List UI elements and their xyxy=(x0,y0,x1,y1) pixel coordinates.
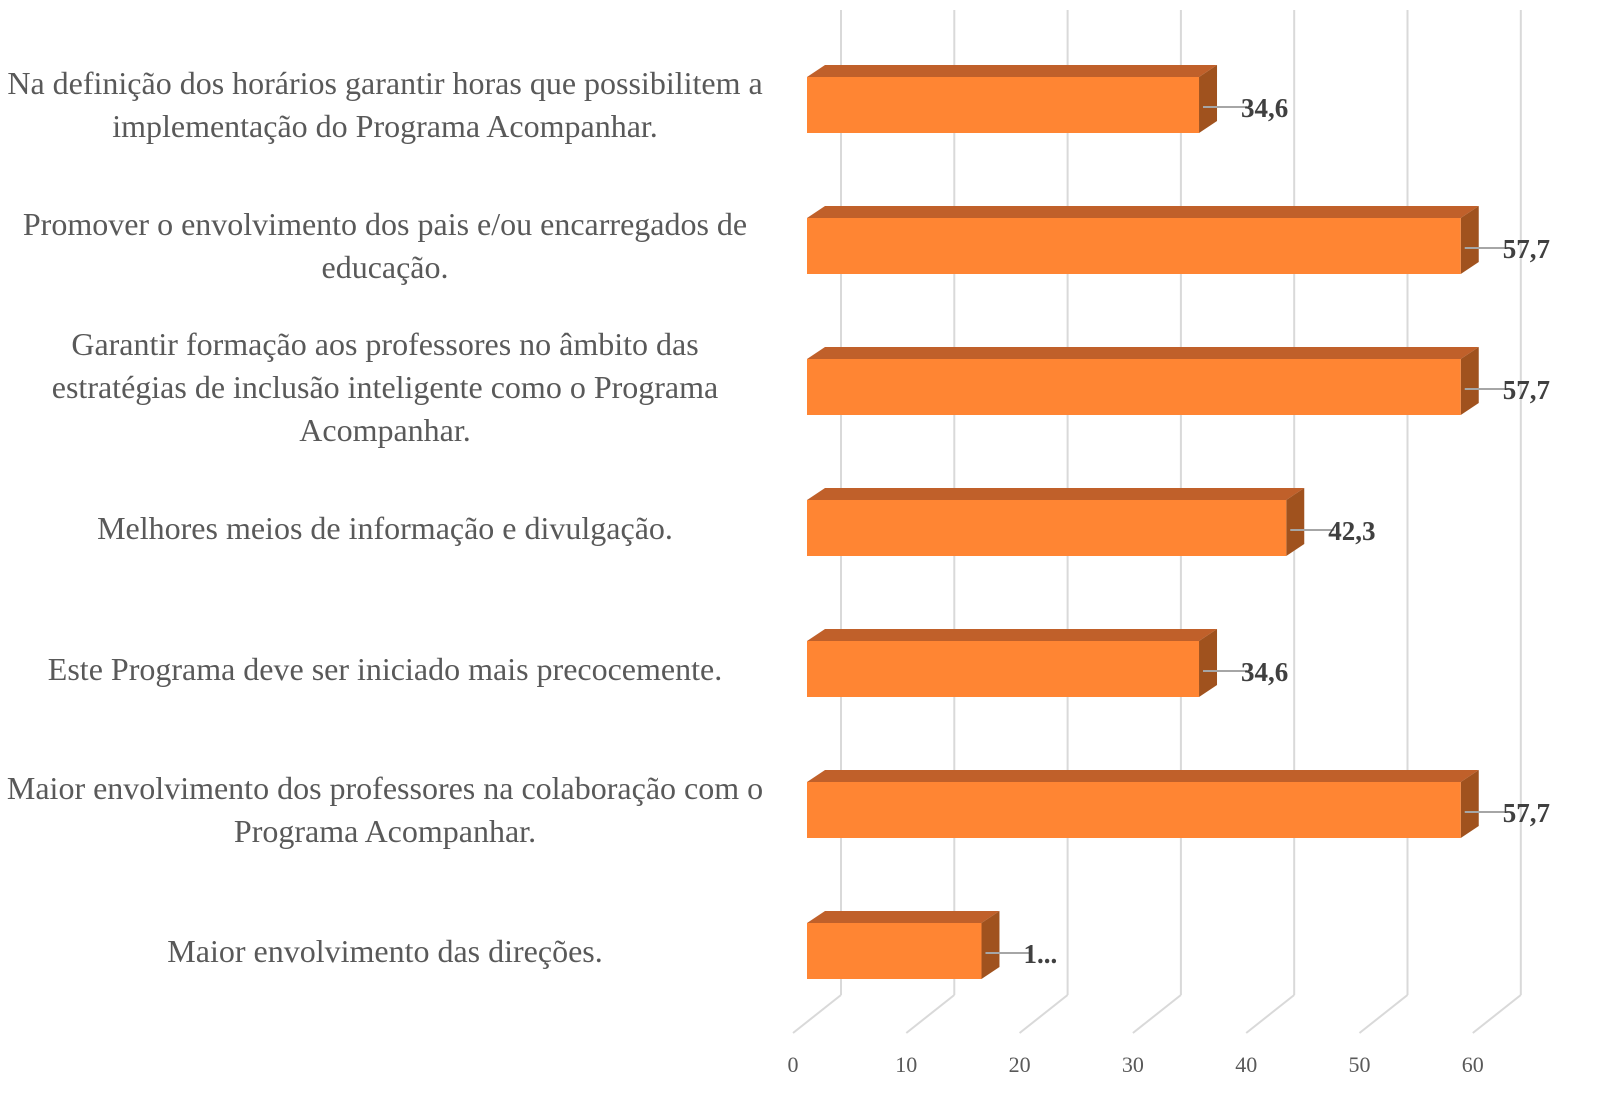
x-tick-label: 40 xyxy=(1235,1052,1257,1077)
x-tick-label: 10 xyxy=(895,1052,917,1077)
bar xyxy=(807,500,1287,556)
floor-line xyxy=(905,994,955,1034)
bar-side xyxy=(1460,770,1479,838)
bar-top xyxy=(807,206,1479,218)
bar-side xyxy=(1460,206,1479,274)
bar-top xyxy=(807,347,1479,359)
x-tick-label: 0 xyxy=(788,1052,799,1077)
x-tick-label: 60 xyxy=(1462,1052,1484,1077)
floor-line xyxy=(1358,994,1409,1034)
x-tick-label: 30 xyxy=(1122,1052,1144,1077)
floor-line xyxy=(1018,994,1069,1034)
category-label: Na definição dos horários garantir horas… xyxy=(7,65,763,144)
bar xyxy=(807,359,1461,415)
bar xyxy=(807,923,982,979)
bar-top xyxy=(807,488,1305,500)
category-label: Garantir formação aos professores no âmb… xyxy=(51,325,719,448)
bar-side xyxy=(1460,347,1479,415)
bar xyxy=(807,641,1200,697)
floor-line xyxy=(792,994,842,1034)
bar-top xyxy=(807,629,1218,641)
bar-side xyxy=(1199,629,1218,697)
category-label: Promover o envolvimento dos pais e/ou en… xyxy=(22,206,748,285)
category-label: Este Programa deve ser iniciado mais pre… xyxy=(47,650,723,687)
bar-side xyxy=(1286,488,1305,556)
bar-top xyxy=(807,770,1479,782)
floor-line xyxy=(1132,994,1182,1034)
value-label: 34,6 xyxy=(1241,93,1288,123)
value-label: 34,6 xyxy=(1241,657,1288,687)
category-label: Maior envolvimento das direções. xyxy=(167,932,603,969)
value-label: 57,7 xyxy=(1503,798,1550,828)
value-label: 42,3 xyxy=(1328,516,1375,546)
bar xyxy=(807,782,1461,838)
x-tick-label: 20 xyxy=(1009,1052,1031,1077)
x-tick-label: 50 xyxy=(1349,1052,1371,1077)
bar-side xyxy=(1199,65,1218,133)
bar xyxy=(807,218,1461,274)
floor-line xyxy=(1245,994,1295,1034)
floor-line xyxy=(1472,994,1522,1034)
value-label: 1... xyxy=(1023,939,1057,969)
bar-top xyxy=(807,911,1000,923)
value-label: 57,7 xyxy=(1503,234,1550,264)
bar-side xyxy=(981,911,1000,979)
bar xyxy=(807,77,1200,133)
bar-top xyxy=(807,65,1218,77)
value-label: 57,7 xyxy=(1503,375,1550,405)
category-label: Melhores meios de informação e divulgaçã… xyxy=(97,509,673,546)
category-label: Maior envolvimento dos professores na co… xyxy=(6,770,764,849)
